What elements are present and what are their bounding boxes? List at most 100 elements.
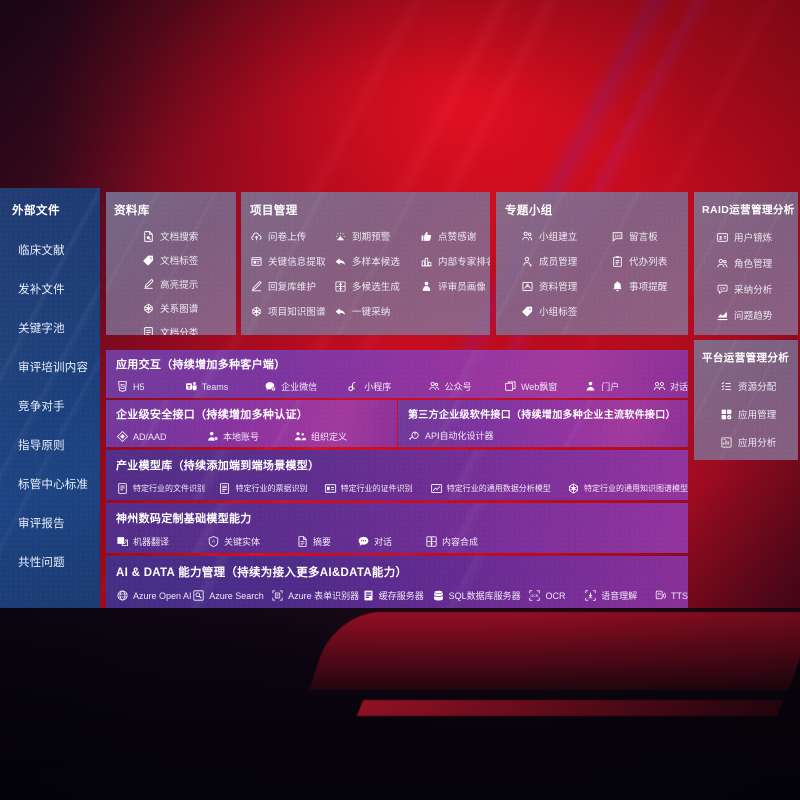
base-item-summary[interactable]: 摘要 — [296, 535, 357, 548]
panel-topic-group-items: 小组建立 留言板 成员管理 代办列表 资料管理 事项提醒 — [505, 229, 688, 318]
industry-item-data-analysis-model[interactable]: 特定行业的通用数据分析模型 — [430, 482, 567, 495]
library-item-document-search[interactable]: 文档搜索 — [142, 229, 236, 243]
raid-item-user-profile[interactable]: 用户镜炼 — [716, 230, 798, 244]
tag-icon — [521, 305, 534, 318]
speech-understanding-icon — [584, 589, 597, 602]
industry-item-file-recognize[interactable]: 特定行业的文件识别 — [116, 482, 218, 495]
base-item-dialog[interactable]: 对话 — [357, 535, 425, 548]
topic-item-message-board[interactable]: 留言板 — [611, 229, 688, 243]
library-item-highlight-tip[interactable]: 高亮提示 — [142, 277, 236, 291]
sidebar-item-review-report[interactable]: 审评报告 — [18, 518, 65, 530]
project-item-key-info-extract[interactable]: 关键信息提取 — [250, 254, 334, 268]
app-item-official-account[interactable]: 公众号 — [428, 380, 504, 393]
clipboard-list-icon — [611, 255, 624, 268]
tag-icon — [142, 254, 155, 267]
project-item-reply-library-maintain[interactable]: 回复库维护 — [250, 279, 334, 293]
project-item-multi-candidate-generate[interactable]: 多候选生成 — [334, 279, 420, 293]
qa-bubble-icon: QA — [716, 283, 729, 296]
project-item-internal-expert-ranking[interactable]: 内部专家排名 — [420, 254, 490, 268]
industry-item-label: 特定行业的通用数据分析模型 — [446, 484, 551, 493]
raid-item-role-manage[interactable]: 角色管理 — [716, 256, 798, 270]
topic-item-label: 成员管理 — [539, 257, 578, 268]
raid-item-issue-trend[interactable]: 问题趋势 — [716, 308, 798, 322]
api-designer-icon — [408, 429, 421, 442]
app-item-miniprogram[interactable]: 小程序 — [347, 380, 427, 393]
topic-item-group-tag[interactable]: 小组标签 — [521, 304, 611, 318]
sidebar-item-guidelines[interactable]: 指导原则 — [18, 440, 65, 452]
project-item-project-knowledge-graph[interactable]: 项目知识图谱 — [250, 304, 334, 318]
sidebar-item-standards-center[interactable]: 标管中心标准 — [18, 479, 89, 491]
topic-item-label: 小组建立 — [539, 232, 578, 243]
base-item-content-synthesis[interactable]: 内容合成 — [425, 535, 478, 548]
project-item-expiry-alert[interactable]: 到期预警 — [334, 229, 420, 243]
topic-item-label: 代办列表 — [629, 257, 668, 268]
ai-item-azure-openai[interactable]: Azure Open AI — [116, 589, 192, 602]
ai-item-label: SQL数据库服务器 — [448, 591, 521, 601]
project-item-thanks-like[interactable]: 点赞感谢 — [420, 229, 490, 243]
sidebar-item-clinical-literature[interactable]: 临床文献 — [18, 245, 65, 257]
graph-network-icon — [250, 305, 263, 318]
library-item-document-tag[interactable]: 文档标签 — [142, 253, 236, 267]
library-item-label: 高亮提示 — [160, 280, 199, 291]
thirdparty-item-api-designer[interactable]: API自动化设计器 — [408, 429, 494, 442]
project-item-label: 回复库维护 — [268, 282, 317, 293]
dashboard-root: 外部文件 临床文献 发补文件 关键字池 审评培训内容 竞争对手 指导原则 标管中… — [0, 188, 800, 608]
sidebar-item-competitors[interactable]: 竞争对手 — [18, 401, 65, 413]
industry-item-invoice-recognize[interactable]: 特定行业的票据识别 — [218, 482, 323, 495]
app-item-label: Web飘窗 — [520, 382, 558, 392]
app-item-wecom[interactable]: 企业微信 — [264, 380, 347, 393]
ai-item-cache-server[interactable]: 缓存服务器 — [362, 589, 432, 602]
app-item-portal[interactable]: 门户 — [584, 380, 653, 393]
person-portrait-icon — [420, 280, 433, 293]
topic-item-todo-list[interactable]: 代办列表 — [611, 254, 688, 268]
ai-item-azure-search[interactable]: Azure Search — [192, 589, 271, 602]
ai-item-form-recognizer[interactable]: Azure 表单识别器 — [271, 589, 362, 602]
base-item-key-entity[interactable]: A 关键实体 — [207, 535, 296, 548]
library-item-label: 文档搜索 — [160, 232, 199, 243]
band-thirdparty-items: API自动化设计器 — [408, 429, 688, 442]
security-item-local-account[interactable]: 本地账号 — [206, 430, 294, 443]
library-item-document-category[interactable]: 文档分类 — [142, 325, 236, 335]
ai-item-label: Azure 表单识别器 — [288, 591, 360, 601]
project-item-questionnaire-upload[interactable]: 问卷上传 — [250, 229, 334, 243]
topic-item-event-reminder[interactable]: 事项提醒 — [611, 279, 688, 293]
panel-platform-items: 资源分配 应用管理 应用分析 — [702, 379, 798, 449]
app-item-h5[interactable]: H5 — [116, 380, 185, 393]
app-item-teams[interactable]: Teams — [185, 380, 264, 393]
platform-item-resource-allocation[interactable]: 资源分配 — [720, 379, 798, 393]
sidebar-item-supplement-files[interactable]: 发补文件 — [18, 284, 65, 296]
project-item-reviewer-portrait[interactable]: 评审员画像 — [420, 279, 490, 293]
library-item-relation-graph[interactable]: 关系图谱 — [142, 301, 236, 315]
ai-item-sql-database[interactable]: SQL数据库服务器 — [432, 589, 529, 602]
industry-item-knowledge-graph-model[interactable]: 特定行业的通用知识图谱模型 — [567, 482, 688, 495]
project-item-one-click-adopt[interactable]: 一键采纳 — [334, 304, 420, 318]
topic-item-material-manage[interactable]: 资料管理 — [521, 279, 611, 293]
azure-ad-icon — [116, 430, 129, 443]
band-thirdparty-software: 第三方企业级软件接口（持续增加多种企业主流软件接口） API自动化设计器 — [398, 400, 688, 447]
ai-item-tts[interactable]: TTS — [654, 589, 688, 602]
industry-item-id-recognize[interactable]: 特定行业的证件识别 — [324, 482, 430, 495]
project-item-multi-sample-candidate[interactable]: 多样本候选 — [334, 254, 420, 268]
bell-icon — [611, 280, 624, 293]
sidebar-item-common-issues[interactable]: 共性问题 — [18, 557, 65, 569]
topic-item-group-create[interactable]: 小组建立 — [521, 229, 611, 243]
app-item-web-popup[interactable]: Web飘窗 — [504, 380, 584, 393]
band-industry-model-items: 特定行业的文件识别 特定行业的票据识别 特定行业的证件识别 特定行业的通用数据分… — [116, 482, 688, 495]
ai-item-speech-understanding[interactable]: 语音理解 — [584, 589, 654, 602]
platform-item-app-analytics[interactable]: 应用分析 — [720, 435, 798, 449]
miniprogram-icon — [347, 380, 360, 393]
band-base-model-items: A 机器翻译 A 关键实体 摘要 对话 内容合成 — [116, 535, 688, 548]
security-item-ad-aad[interactable]: AD/AAD — [116, 430, 206, 443]
security-item-org-define[interactable]: 组织定义 — [294, 430, 347, 443]
topic-item-member-manage[interactable]: 成员管理 — [521, 254, 611, 268]
chat-bubble-icon — [357, 535, 370, 548]
raid-item-adoption-analysis[interactable]: QA 采纳分析 — [716, 282, 798, 296]
sidebar-item-keyword-pool[interactable]: 关键字池 — [18, 323, 65, 335]
industry-item-label: 特定行业的票据识别 — [235, 484, 308, 493]
base-item-machine-translation[interactable]: A 机器翻译 — [116, 535, 207, 548]
app-item-dialog[interactable]: 对话 — [653, 380, 688, 393]
ai-item-ocr[interactable]: OCR OCR — [528, 589, 584, 602]
sidebar-item-review-training[interactable]: 审评培训内容 — [18, 362, 89, 374]
platform-item-app-manage[interactable]: 应用管理 — [720, 407, 798, 421]
platform-item-label: 应用管理 — [738, 410, 777, 421]
